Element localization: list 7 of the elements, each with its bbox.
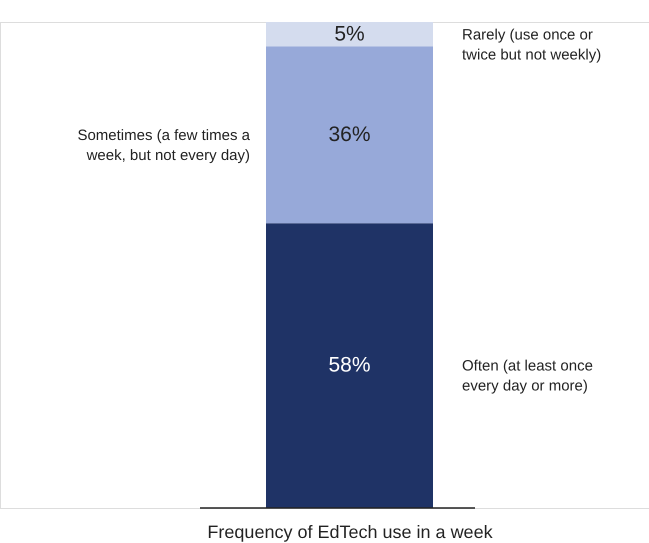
series-label: Often (at least once every day or more) — [462, 358, 593, 395]
series-label: Rarely (use once or twice but not weekly) — [462, 26, 602, 64]
x-axis-title: Frequency of EdTech use in a week — [207, 522, 494, 542]
series-label: Sometimes (a few times a week, but not every day) — [77, 126, 251, 164]
data-label: 5% — [334, 22, 365, 46]
data-label: 58% — [328, 354, 371, 377]
data-label: 36% — [328, 122, 371, 146]
